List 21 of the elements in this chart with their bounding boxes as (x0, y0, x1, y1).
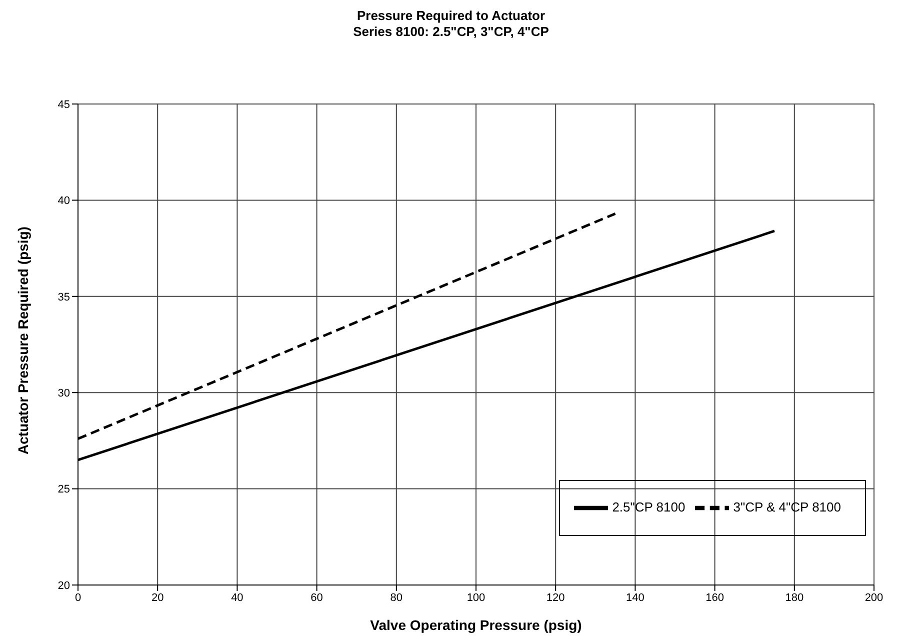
x-tick-label: 0 (74, 592, 82, 604)
y-tick-label: 25 (58, 484, 70, 496)
chart-subtitle: Series 8100: 2.5"CP, 3"CP, 4"CP (352, 24, 550, 40)
y-tick-label: 45 (58, 98, 70, 111)
y-axis-title: Actuator Pressure Required (psig) (14, 226, 31, 454)
x-tick-label: 40 (231, 592, 244, 604)
x-tick-label: 140 (626, 592, 644, 604)
y-tick-label: 30 (58, 388, 70, 400)
x-tick-label: 200 (864, 592, 884, 604)
x-tick-label: 120 (546, 592, 565, 604)
x-axis-title: Valve Operating Pressure (psig) (370, 617, 582, 633)
y-tick-label: 40 (58, 195, 70, 208)
x-tick-label: 180 (785, 592, 804, 604)
x-tick-label: 160 (706, 592, 724, 604)
chart-title: Pressure Required to Actuator (356, 8, 546, 24)
y-tick-label: 20 (58, 580, 70, 592)
x-tick-label: 100 (466, 592, 486, 604)
x-tick-label: 20 (151, 592, 164, 604)
y-tick-label: 35 (58, 291, 70, 304)
x-tick-label: 80 (390, 592, 403, 604)
x-tick-label: 60 (310, 592, 323, 604)
